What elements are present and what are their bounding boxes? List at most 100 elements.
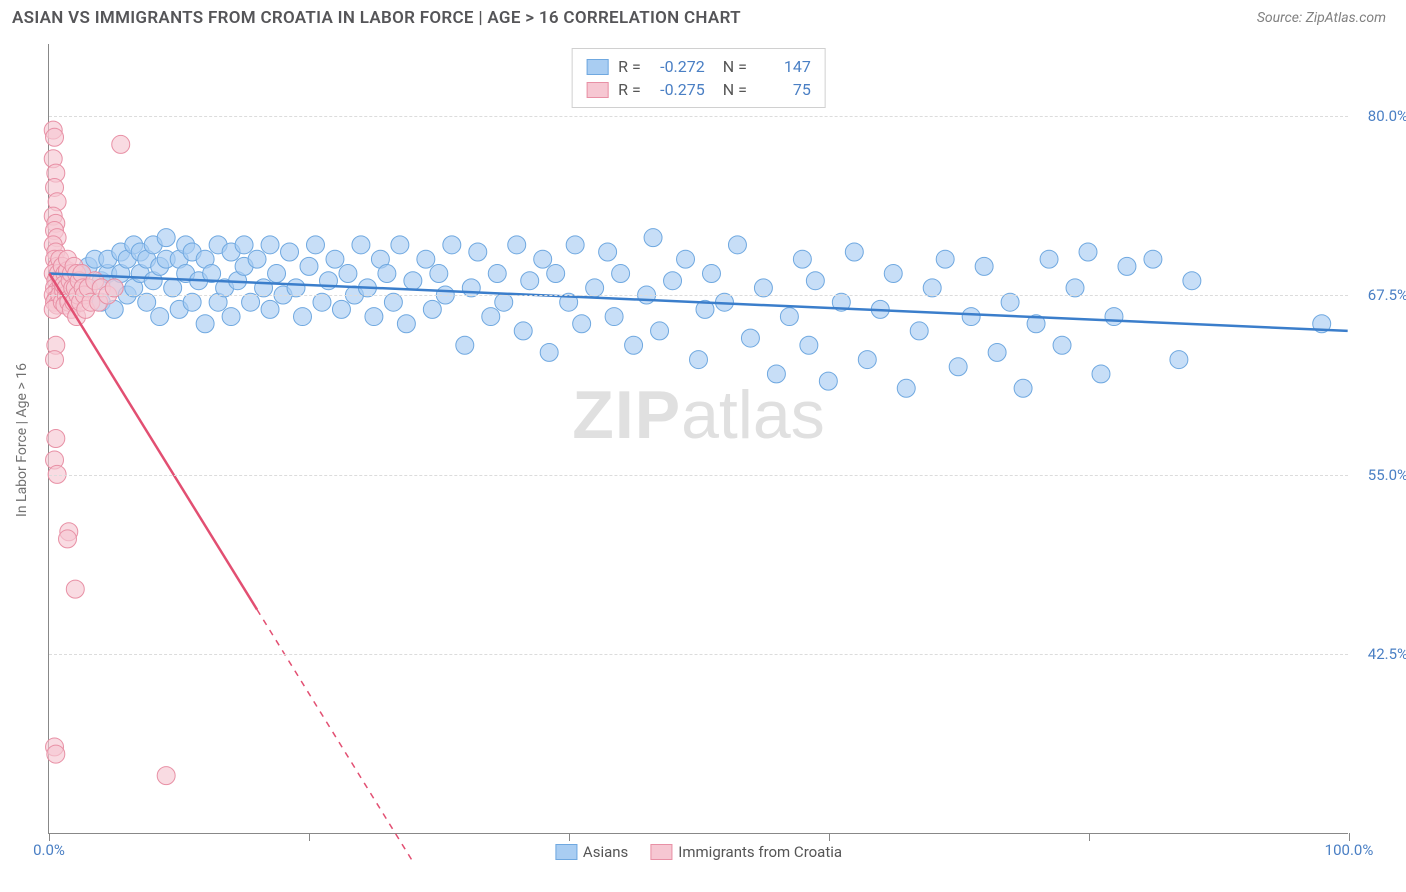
scatter-point	[306, 236, 324, 254]
scatter-point	[897, 379, 915, 397]
stat-n-value: 75	[757, 80, 811, 99]
scatter-point	[164, 279, 182, 297]
scatter-point	[1183, 272, 1201, 290]
chart-legend: Asians Immigrants from Croatia	[555, 843, 842, 861]
scatter-point	[566, 236, 584, 254]
stat-r-label: R =	[618, 80, 641, 99]
scatter-point	[488, 265, 506, 283]
scatter-point	[46, 351, 64, 369]
gridline-horizontal	[49, 475, 1348, 476]
scatter-point	[521, 272, 539, 290]
chart-title: ASIAN VS IMMIGRANTS FROM CROATIA IN LABO…	[12, 8, 741, 28]
scatter-point	[391, 236, 409, 254]
scatter-point	[540, 343, 558, 361]
scatter-point	[456, 336, 474, 354]
scatter-point	[644, 229, 662, 247]
scatter-point	[281, 243, 299, 261]
y-tick-label: 67.5%	[1368, 286, 1406, 304]
series-swatch	[586, 82, 608, 98]
stat-r-value: -0.272	[651, 57, 705, 76]
scatter-point	[1053, 336, 1071, 354]
scatter-point	[547, 265, 565, 283]
scatter-point	[46, 128, 64, 146]
scatter-point	[105, 279, 123, 297]
stat-n-label: N =	[715, 57, 747, 76]
scatter-point	[780, 308, 798, 326]
scatter-point	[508, 236, 526, 254]
scatter-point	[534, 250, 552, 268]
stat-n-label: N =	[715, 80, 747, 99]
legend-swatch	[555, 844, 577, 860]
scatter-point	[800, 336, 818, 354]
gridline-horizontal	[49, 295, 1348, 296]
scatter-svg	[49, 44, 1348, 833]
stat-n-value: 147	[757, 57, 811, 76]
scatter-point	[819, 372, 837, 390]
scatter-point	[151, 308, 169, 326]
scatter-point	[462, 279, 480, 297]
scatter-point	[949, 358, 967, 376]
y-tick-label: 80.0%	[1368, 107, 1406, 125]
y-tick-label: 42.5%	[1368, 645, 1406, 663]
scatter-point	[651, 322, 669, 340]
chart-plot-area: ZIPatlas R =-0.272 N =147R =-0.275 N =75…	[48, 44, 1348, 834]
y-tick-label: 55.0%	[1368, 466, 1406, 484]
legend-item: Asians	[555, 843, 628, 861]
scatter-point	[923, 279, 941, 297]
scatter-point	[1079, 243, 1097, 261]
scatter-point	[1144, 250, 1162, 268]
scatter-point	[235, 236, 253, 254]
scatter-point	[423, 300, 441, 318]
x-tick	[829, 833, 830, 841]
y-axis-label: In Labor Force | Age > 16	[14, 363, 30, 517]
scatter-point	[157, 767, 175, 785]
scatter-point	[294, 308, 312, 326]
scatter-point	[702, 265, 720, 283]
scatter-point	[248, 250, 266, 268]
scatter-point	[1092, 365, 1110, 383]
scatter-point	[47, 430, 65, 448]
scatter-point	[196, 315, 214, 333]
scatter-point	[287, 279, 305, 297]
scatter-point	[845, 243, 863, 261]
scatter-point	[268, 265, 286, 283]
scatter-point	[514, 322, 532, 340]
scatter-point	[261, 300, 279, 318]
scatter-point	[936, 250, 954, 268]
chart-header: ASIAN VS IMMIGRANTS FROM CROATIA IN LABO…	[0, 0, 1406, 32]
gridline-horizontal	[49, 116, 1348, 117]
scatter-point	[884, 265, 902, 283]
x-tick	[309, 833, 310, 841]
scatter-point	[754, 279, 772, 297]
scatter-point	[443, 236, 461, 254]
series-swatch	[586, 59, 608, 75]
x-tick-label: 100.0%	[1325, 841, 1374, 859]
legend-label: Immigrants from Croatia	[678, 843, 842, 861]
scatter-point	[482, 308, 500, 326]
scatter-point	[625, 336, 643, 354]
scatter-point	[741, 329, 759, 347]
scatter-point	[1170, 351, 1188, 369]
x-tick	[1089, 833, 1090, 841]
scatter-point	[352, 236, 370, 254]
scatter-point	[599, 243, 617, 261]
gridline-horizontal	[49, 654, 1348, 655]
scatter-point	[664, 272, 682, 290]
scatter-point	[326, 250, 344, 268]
scatter-point	[47, 745, 65, 763]
scatter-point	[1040, 250, 1058, 268]
scatter-point	[339, 265, 357, 283]
scatter-point	[910, 322, 928, 340]
scatter-point	[586, 279, 604, 297]
x-tick	[1349, 833, 1350, 841]
legend-item: Immigrants from Croatia	[650, 843, 842, 861]
scatter-point	[397, 315, 415, 333]
scatter-point	[793, 250, 811, 268]
scatter-point	[858, 351, 876, 369]
scatter-point	[612, 265, 630, 283]
scatter-point	[59, 530, 77, 548]
stat-r-value: -0.275	[651, 80, 705, 99]
scatter-point	[66, 580, 84, 598]
scatter-point	[332, 300, 350, 318]
legend-swatch	[650, 844, 672, 860]
